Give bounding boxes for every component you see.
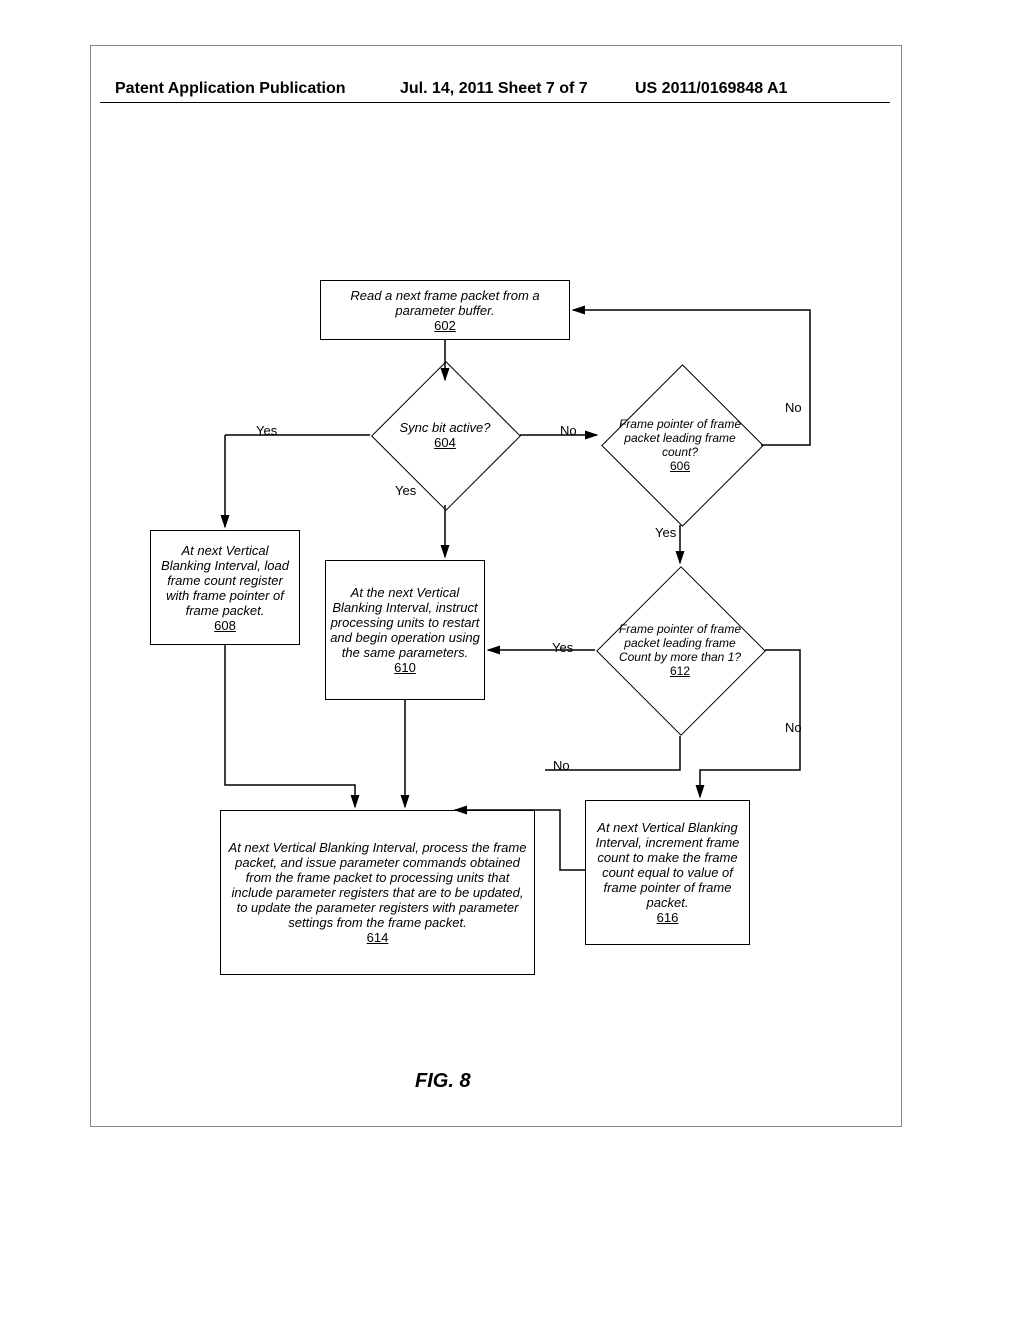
node-602-text: Read a next frame packet from a paramete… <box>325 288 565 318</box>
label-no-606: No <box>785 400 802 415</box>
header-right: US 2011/0169848 A1 <box>635 80 787 98</box>
label-no-612-right: No <box>785 720 802 735</box>
label-yes-604: Yes <box>256 423 277 438</box>
label-yes-606-left: Yes <box>395 483 416 498</box>
node-614: At next Vertical Blanking Interval, proc… <box>220 810 535 975</box>
node-616-ref: 616 <box>590 910 745 925</box>
figure-caption: FIG. 8 <box>415 1070 471 1093</box>
label-yes-612: Yes <box>552 640 573 655</box>
diamond-604-label: Sync bit active? 604 <box>375 408 515 462</box>
diamond-606-ref: 606 <box>616 459 744 473</box>
node-602-ref: 602 <box>325 318 565 333</box>
diamond-604-text: Sync bit active? <box>375 420 515 435</box>
diamond-612-text: Frame pointer of frame packet leading fr… <box>613 622 747 664</box>
diamond-604-ref: 604 <box>375 435 515 450</box>
diamond-606-text: Frame pointer of frame packet leading fr… <box>616 417 744 459</box>
node-614-ref: 614 <box>225 930 530 945</box>
label-no-604: No <box>560 423 577 438</box>
label-yes-606-down: Yes <box>655 525 676 540</box>
header-center: Jul. 14, 2011 Sheet 7 of 7 <box>400 80 588 98</box>
header-rule <box>100 102 890 103</box>
node-616: At next Vertical Blanking Interval, incr… <box>585 800 750 945</box>
label-no-612-down: No <box>553 758 570 773</box>
header-left: Patent Application Publication <box>115 80 346 98</box>
node-610: At the next Vertical Blanking Interval, … <box>325 560 485 700</box>
node-614-text: At next Vertical Blanking Interval, proc… <box>225 840 530 930</box>
node-602: Read a next frame packet from a paramete… <box>320 280 570 340</box>
node-616-text: At next Vertical Blanking Interval, incr… <box>590 820 745 910</box>
diamond-612-label: Frame pointer of frame packet leading fr… <box>613 598 747 702</box>
node-608-text: At next Vertical Blanking Interval, load… <box>155 543 295 618</box>
diamond-606-label: Frame pointer of frame packet leading fr… <box>616 400 744 490</box>
node-610-ref: 610 <box>330 660 480 675</box>
node-608-ref: 608 <box>155 618 295 633</box>
node-610-text: At the next Vertical Blanking Interval, … <box>330 585 480 660</box>
diamond-612-ref: 612 <box>613 664 747 678</box>
node-608: At next Vertical Blanking Interval, load… <box>150 530 300 645</box>
